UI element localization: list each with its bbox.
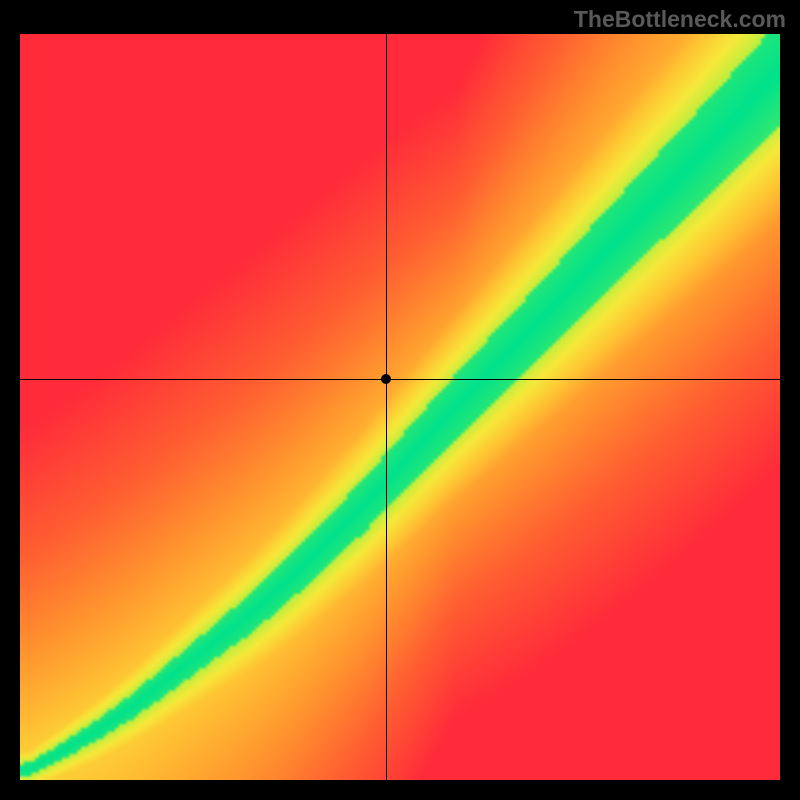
chart-stage: TheBottleneck.com <box>0 0 800 800</box>
crosshair-horizontal <box>20 379 780 380</box>
attribution-label: TheBottleneck.com <box>574 6 786 33</box>
heatmap-canvas <box>20 34 780 780</box>
crosshair-vertical <box>386 34 387 780</box>
plot-area <box>20 34 780 780</box>
crosshair-marker <box>381 374 391 384</box>
